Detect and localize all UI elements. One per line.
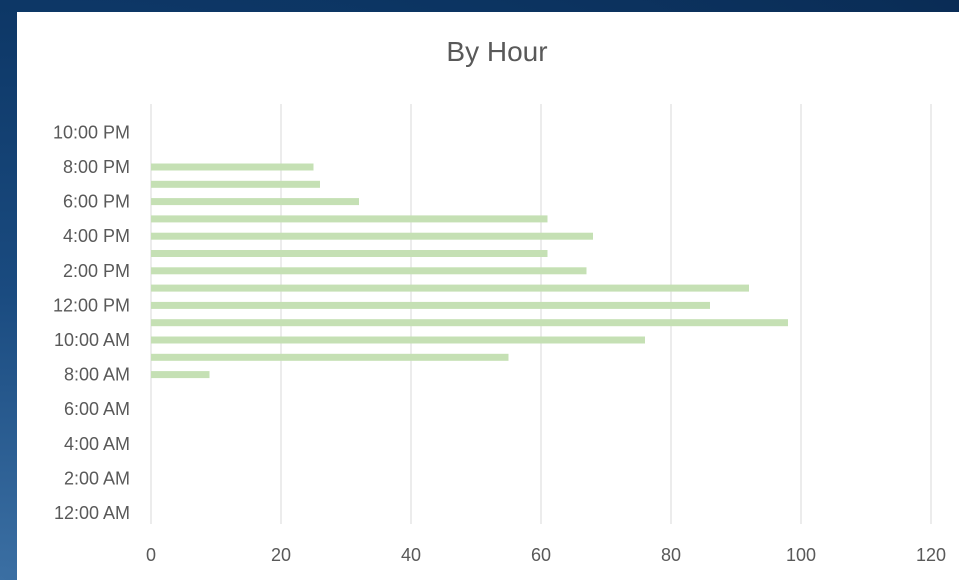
- bar-hour-14: [151, 267, 587, 275]
- grid-lines: [150, 104, 932, 524]
- y-tick-label: 10:00 AM: [54, 330, 130, 350]
- x-tick-label-80: 80: [661, 545, 681, 565]
- bar-hour-11: [151, 319, 788, 327]
- hourly-bar-chart: By Hour 12:00 AM 2:00 AM 4:00 AM 6:00 AM 8:0…: [53, 36, 946, 565]
- bar-hour-18: [151, 198, 359, 206]
- x-tick-label-60: 60: [531, 545, 551, 565]
- bar-hour-12: [151, 301, 710, 309]
- y-tick-label: 4:00 PM: [63, 226, 130, 246]
- y-tick-label: 12:00 AM: [54, 503, 130, 523]
- bar-hour-13: [151, 284, 749, 292]
- x-axis-labels: 0 20 40 60 80 100 120: [146, 545, 946, 565]
- bar-hour-9: [151, 353, 509, 361]
- bars: [151, 163, 788, 379]
- x-tick-label-40: 40: [401, 545, 421, 565]
- bar-hour-10: [151, 336, 645, 344]
- bar-hour-8: [151, 371, 210, 379]
- chart-title: By Hour: [446, 36, 547, 67]
- x-tick-label-100: 100: [786, 545, 816, 565]
- y-tick-label: 2:00 AM: [64, 468, 130, 488]
- y-tick-label: 6:00 AM: [64, 399, 130, 419]
- y-tick-label: 6:00 PM: [63, 192, 130, 212]
- y-tick-label: 12:00 PM: [53, 295, 130, 315]
- y-tick-label: 4:00 AM: [64, 434, 130, 454]
- y-tick-label: 2:00 PM: [63, 261, 130, 281]
- bar-hour-15: [151, 250, 548, 257]
- bar-hour-17: [151, 215, 548, 223]
- x-tick-label-120: 120: [916, 545, 946, 565]
- x-tick-label-20: 20: [271, 545, 291, 565]
- y-tick-label: 8:00 PM: [63, 157, 130, 177]
- bar-hour-19: [151, 180, 320, 188]
- chart-card: By Hour 12:00 AM 2:00 AM 4:00 AM 6:00 AM 8:0…: [17, 12, 959, 580]
- bar-hour-16: [151, 232, 593, 240]
- y-axis-labels: 12:00 AM 2:00 AM 4:00 AM 6:00 AM 8:00 AM 10:0…: [53, 122, 130, 523]
- y-tick-label: 8:00 AM: [64, 365, 130, 385]
- y-tick-label: 10:00 PM: [53, 122, 130, 142]
- bar-hour-20: [151, 163, 314, 171]
- x-tick-label-0: 0: [146, 545, 156, 565]
